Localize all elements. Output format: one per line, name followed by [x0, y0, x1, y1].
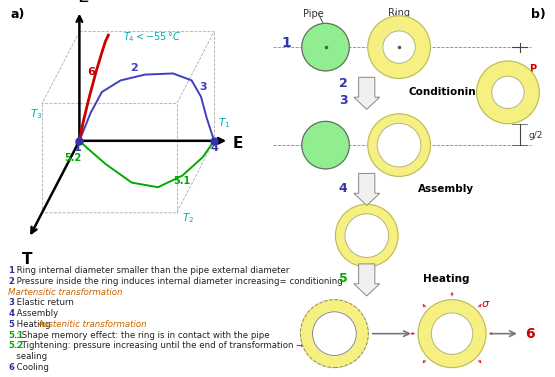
Ellipse shape — [313, 313, 356, 355]
Text: Martensitic transformation: Martensitic transformation — [8, 288, 123, 297]
Text: 5.1: 5.1 — [173, 176, 190, 186]
Text: Conditioning: Conditioning — [408, 87, 484, 97]
Ellipse shape — [345, 214, 388, 257]
Text: 3: 3 — [199, 82, 207, 92]
Text: 1: 1 — [74, 143, 82, 153]
Text: Pipe: Pipe — [304, 9, 324, 20]
Ellipse shape — [300, 300, 369, 368]
Ellipse shape — [368, 16, 431, 78]
Text: sealing: sealing — [8, 352, 47, 361]
Ellipse shape — [302, 23, 349, 71]
Text: 5: 5 — [8, 320, 14, 329]
Text: E: E — [233, 136, 243, 151]
Text: $T_1$: $T_1$ — [218, 116, 230, 130]
FancyArrow shape — [354, 77, 380, 109]
Ellipse shape — [477, 61, 539, 124]
Text: 4: 4 — [8, 309, 14, 318]
Text: $T_4 < -55\,°C$: $T_4 < -55\,°C$ — [123, 30, 181, 44]
Text: 6: 6 — [525, 326, 535, 341]
Text: 5.1: 5.1 — [8, 331, 23, 340]
Ellipse shape — [418, 300, 486, 368]
Text: 1: 1 — [8, 266, 14, 275]
Ellipse shape — [383, 31, 415, 63]
Text: Austenitic transformation: Austenitic transformation — [38, 320, 148, 329]
Ellipse shape — [345, 214, 388, 257]
Text: 4: 4 — [210, 143, 218, 153]
Ellipse shape — [431, 313, 473, 354]
Text: 6: 6 — [87, 67, 95, 77]
Text: : Elastic return: : Elastic return — [11, 299, 74, 307]
Text: 5.2: 5.2 — [8, 342, 23, 350]
Text: : Pressure inside the ring induces internal diameter increasing= conditioning: : Pressure inside the ring induces inter… — [11, 277, 343, 286]
FancyArrow shape — [354, 173, 380, 205]
Text: 3: 3 — [8, 299, 14, 307]
Text: Assembly: Assembly — [418, 184, 474, 193]
Text: : Ring internal diameter smaller than the pipe external diameter: : Ring internal diameter smaller than th… — [11, 266, 289, 275]
Text: Ring: Ring — [388, 8, 410, 18]
Text: 2: 2 — [339, 77, 347, 90]
Text: Heating: Heating — [423, 274, 470, 284]
Text: 4: 4 — [339, 182, 347, 195]
Text: : Assembly: : Assembly — [11, 309, 58, 318]
Text: $T_3$: $T_3$ — [30, 107, 42, 121]
Text: b): b) — [532, 8, 546, 20]
Text: 5: 5 — [339, 273, 347, 285]
Text: T: T — [22, 252, 33, 267]
Text: $\Sigma$: $\Sigma$ — [77, 0, 89, 6]
Text: 5.2: 5.2 — [64, 153, 82, 162]
Text: a): a) — [10, 8, 24, 21]
Ellipse shape — [368, 114, 431, 176]
Text: : Tightening: pressure increasing until the end of transformation →: : Tightening: pressure increasing until … — [16, 342, 303, 350]
Text: 2: 2 — [8, 277, 14, 286]
Text: 3: 3 — [339, 93, 347, 107]
Text: : Shape memory effect: the ring is in contact with the pipe: : Shape memory effect: the ring is in co… — [16, 331, 269, 340]
Ellipse shape — [335, 204, 398, 267]
Text: g/2: g/2 — [528, 131, 543, 140]
FancyArrow shape — [354, 264, 380, 296]
Ellipse shape — [492, 76, 524, 109]
Text: : Heating: : Heating — [11, 320, 56, 329]
Text: : Cooling: : Cooling — [11, 363, 49, 372]
Text: 6: 6 — [8, 363, 14, 372]
Ellipse shape — [432, 313, 472, 354]
Text: P: P — [529, 64, 536, 74]
Ellipse shape — [377, 123, 421, 167]
Text: $\sigma$: $\sigma$ — [481, 299, 491, 309]
Ellipse shape — [312, 312, 356, 356]
Text: 2: 2 — [130, 63, 138, 73]
Text: 1: 1 — [281, 36, 291, 51]
Text: $T_2$: $T_2$ — [182, 211, 194, 225]
Ellipse shape — [302, 121, 349, 169]
